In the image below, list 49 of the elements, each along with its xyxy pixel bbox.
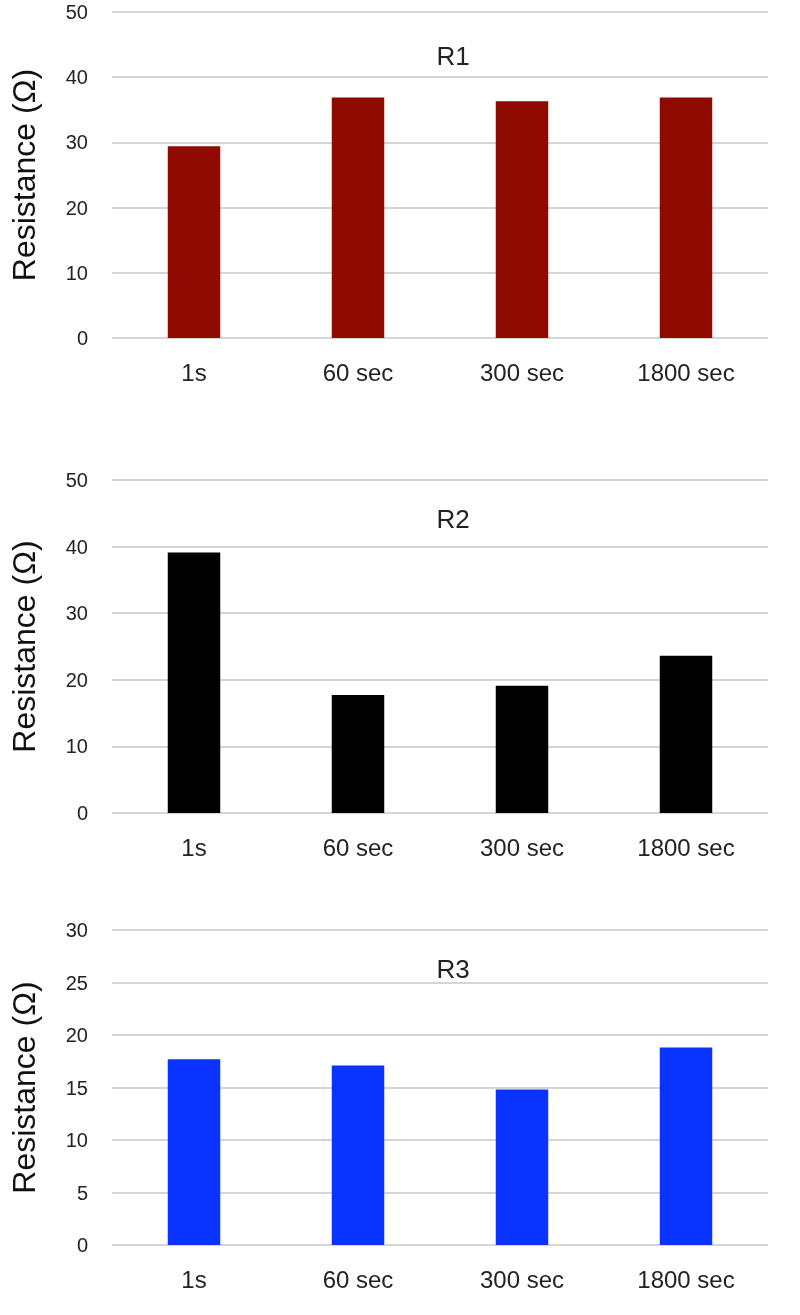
x-tick-label: 1800 sec xyxy=(637,358,735,386)
y-tick-label: 30 xyxy=(65,919,88,941)
x-tick-label: 1800 sec xyxy=(637,1265,735,1293)
y-tick-label: 50 xyxy=(65,469,88,491)
bar xyxy=(167,146,221,338)
y-tick-label: 40 xyxy=(65,535,88,558)
y-tick-label: 5 xyxy=(76,1181,88,1204)
bar xyxy=(495,1089,549,1245)
y-axis-title: Resistance (Ω) xyxy=(6,981,42,1194)
y-tick-label: 30 xyxy=(65,602,88,625)
bar xyxy=(331,695,385,813)
x-tick-label: 60 sec xyxy=(322,1265,394,1293)
x-tick-label: 1s xyxy=(181,833,207,861)
bar xyxy=(495,685,549,813)
bar xyxy=(659,655,713,813)
y-tick-label: 10 xyxy=(65,735,88,758)
x-tick-label: 1s xyxy=(181,1265,207,1293)
text: R3 xyxy=(436,954,470,984)
bar xyxy=(495,101,549,338)
bar xyxy=(331,97,385,338)
y-tick-label: 20 xyxy=(65,196,88,219)
y-tick-label: 15 xyxy=(65,1076,88,1099)
y-tick-label: 20 xyxy=(65,668,88,691)
y-axis-title: Resistance (Ω) xyxy=(6,68,42,282)
y-tick-label: 40 xyxy=(65,66,88,89)
bar xyxy=(167,552,221,813)
y-tick-label: 30 xyxy=(65,131,88,154)
text: R1 xyxy=(436,41,470,71)
x-tick-label: 60 sec xyxy=(322,358,394,386)
x-tick-label: 300 sec xyxy=(479,358,565,386)
y-tick-label: 0 xyxy=(76,802,88,824)
x-tick-label: 60 sec xyxy=(322,833,394,861)
y-tick-label: 0 xyxy=(76,327,88,349)
y-tick-label: 50 xyxy=(65,1,88,23)
bar xyxy=(659,97,713,338)
x-tick-label: 1s xyxy=(181,358,207,386)
y-tick-label: 0 xyxy=(76,1234,88,1256)
x-tick-label: 1800 sec xyxy=(637,833,735,861)
x-tick-label: 300 sec xyxy=(479,833,565,861)
y-tick-label: 10 xyxy=(65,1129,88,1151)
x-tick-label: 300 sec xyxy=(479,1265,565,1293)
y-tick-label: 10 xyxy=(65,261,88,284)
y-tick-label: 20 xyxy=(65,1024,88,1046)
bar xyxy=(167,1059,221,1245)
bar xyxy=(659,1047,713,1245)
y-tick-label: 25 xyxy=(65,971,88,994)
y-axis-title: Resistance (Ω) xyxy=(6,540,42,753)
bar xyxy=(331,1065,385,1245)
text: R2 xyxy=(436,504,470,534)
